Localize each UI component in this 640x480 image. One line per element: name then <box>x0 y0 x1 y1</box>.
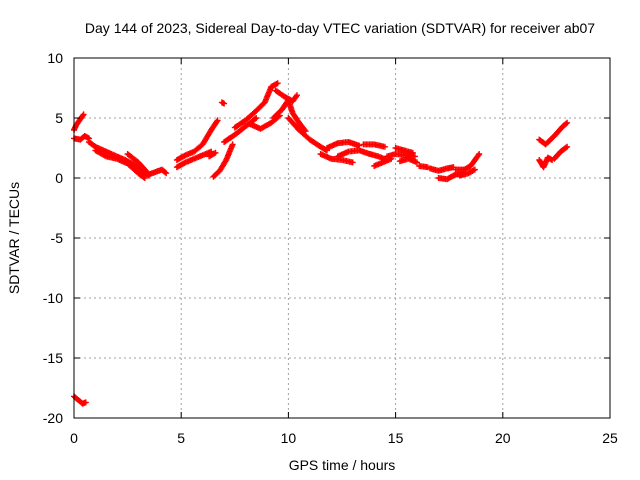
data-point <box>140 174 147 181</box>
data-point <box>252 115 258 122</box>
data-point <box>142 167 149 174</box>
data-points <box>71 80 571 407</box>
data-point <box>79 112 86 119</box>
y-tick-label: 10 <box>47 50 63 66</box>
x-tick-label: 25 <box>602 430 618 446</box>
data-point <box>349 159 356 166</box>
data-point <box>253 115 260 121</box>
data-point <box>214 117 221 124</box>
chart-title: Day 144 of 2023, Sidereal Day-to-day VTE… <box>85 20 595 36</box>
data-point <box>381 143 388 150</box>
y-tick-label: 5 <box>55 110 63 126</box>
x-tick-label: 15 <box>388 430 404 446</box>
data-point <box>163 170 170 177</box>
data-point <box>80 111 87 118</box>
data-point <box>471 166 478 173</box>
grid-layer <box>74 58 610 418</box>
y-axis-label: SDTVAR / TECUs <box>6 182 22 294</box>
data-point <box>564 143 571 150</box>
data-point <box>476 151 483 157</box>
x-tick-label: 0 <box>70 430 78 446</box>
data-point <box>141 175 148 181</box>
y-tick-label: -10 <box>43 290 63 306</box>
x-tick-label: 20 <box>495 430 511 446</box>
data-point <box>475 152 482 159</box>
x-tick-label: 10 <box>281 430 297 446</box>
y-tick-label: -5 <box>51 230 64 246</box>
data-point <box>294 92 300 99</box>
data-point <box>82 399 89 406</box>
data-point <box>212 149 219 156</box>
data-point <box>229 141 236 148</box>
data-point <box>221 100 228 107</box>
series-sdtvar <box>71 80 571 407</box>
data-point <box>162 169 169 176</box>
y-tick-label: -20 <box>43 410 63 426</box>
data-point <box>274 80 281 87</box>
y-tick-label: 0 <box>55 170 63 186</box>
axis-ticks: 0 5 10 15 20 25 -20 -15 -10 -5 0 5 10 <box>43 50 618 446</box>
y-tick-label: -15 <box>43 350 63 366</box>
data-point <box>213 118 220 125</box>
data-point <box>563 120 569 127</box>
data-point <box>409 149 416 156</box>
data-point <box>563 144 569 151</box>
data-point <box>293 93 300 100</box>
x-axis-label: GPS time / hours <box>289 457 396 473</box>
data-point <box>414 159 420 166</box>
x-tick-label: 5 <box>177 430 185 446</box>
data-point <box>564 119 571 126</box>
